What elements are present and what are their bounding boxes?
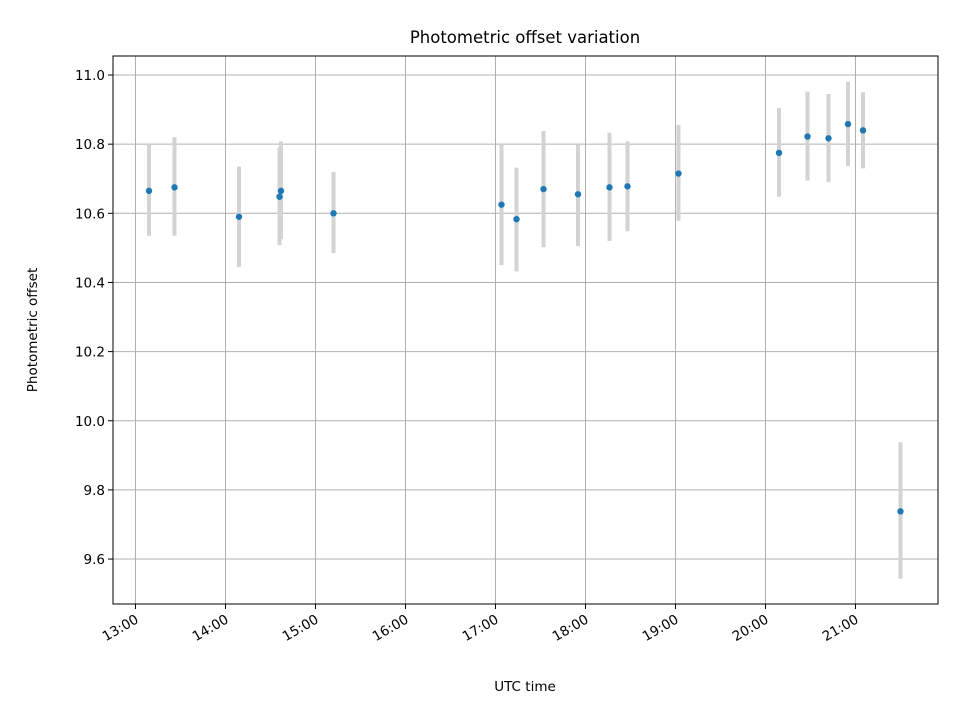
- data-point: [675, 170, 682, 177]
- y-tick-label: 11.0: [75, 68, 105, 84]
- data-point: [859, 127, 867, 134]
- data-point: [235, 213, 243, 220]
- data-point: [897, 508, 904, 515]
- data-point: [513, 215, 520, 223]
- data-point: [540, 185, 547, 193]
- data-point: [277, 187, 285, 195]
- y-tick-label: 10.8: [75, 137, 105, 153]
- y-tick-label: 10.4: [75, 275, 105, 291]
- y-tick-label: 10.2: [75, 345, 105, 361]
- x-tick-label: 20:00: [730, 612, 772, 645]
- data-point: [804, 133, 811, 140]
- x-tick-label: 18:00: [550, 612, 592, 645]
- data-point: [606, 184, 613, 191]
- data-point: [624, 183, 631, 190]
- data-point: [825, 135, 832, 142]
- x-tick-label: 21:00: [820, 612, 862, 645]
- data-point: [498, 201, 505, 208]
- chart-title: Photometric offset variation: [410, 28, 640, 47]
- y-tick-label: 10.6: [75, 206, 105, 222]
- x-tick-label: 17:00: [460, 612, 502, 645]
- data-point: [775, 149, 783, 157]
- data-point: [844, 120, 852, 128]
- y-tick-label: 10.0: [75, 414, 105, 430]
- y-axis-label: Photometric offset: [25, 268, 41, 392]
- data-point: [276, 193, 283, 200]
- x-tick-label: 16:00: [370, 612, 412, 645]
- x-tick-label: 15:00: [280, 612, 322, 645]
- plot-frame: [112, 55, 939, 605]
- x-tick-label: 19:00: [640, 612, 682, 645]
- y-axis-ticks: 9.6 9.8 10.0 10.2 10.4 10.6 10.8 11.0: [75, 68, 113, 568]
- y-tick-label: 9.6: [84, 552, 105, 568]
- x-tick-label: 14:00: [190, 612, 232, 645]
- error-bars: [147, 81, 903, 579]
- x-axis-ticks: 13:00 14:00 15:00 16:00 17:00 18:00 19:00 20:00…: [100, 604, 862, 645]
- grid: [113, 56, 938, 604]
- data-points: [145, 120, 904, 515]
- x-axis-label: UTC time: [494, 679, 556, 695]
- data-point: [145, 187, 153, 195]
- data-point: [574, 191, 582, 198]
- data-point: [330, 210, 337, 217]
- data-point: [171, 184, 178, 191]
- y-tick-label: 9.8: [84, 483, 105, 499]
- x-tick-label: 13:00: [100, 612, 142, 645]
